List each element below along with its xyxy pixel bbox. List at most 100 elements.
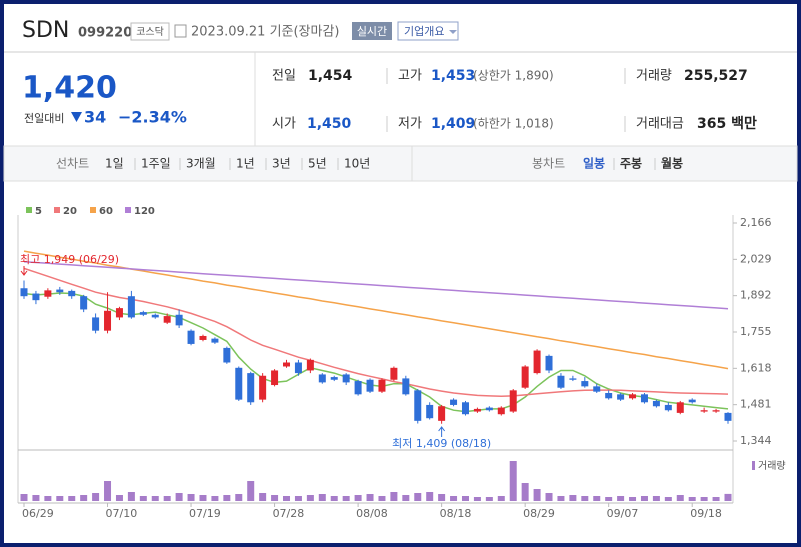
x-tick-label: 09/07: [607, 507, 639, 520]
candle-body: [473, 408, 481, 412]
high-annotation: 최고 1,949 (06/29): [20, 253, 119, 266]
legend-label: 120: [134, 206, 155, 217]
candle-body: [533, 350, 541, 374]
candle-body: [426, 404, 434, 419]
x-tick-label: 07/10: [106, 507, 138, 520]
change-pct: −2.34%: [118, 108, 187, 127]
period-tab[interactable]: 월봉: [661, 156, 683, 171]
period-tab[interactable]: 1년: [236, 157, 255, 171]
line-chart-label: 선차트: [56, 157, 89, 171]
volume-bar: [247, 481, 255, 501]
moving-average-line: [23, 250, 729, 370]
candle-body: [450, 399, 458, 405]
period-tab[interactable]: 3년: [272, 157, 291, 171]
volume-bar: [306, 495, 314, 501]
candle-body: [366, 379, 374, 392]
period-tab[interactable]: 일봉: [583, 157, 605, 171]
item-extra: (상한가 1,890): [473, 69, 554, 83]
legend-label: 60: [99, 206, 113, 217]
market-badge: [130, 22, 170, 41]
candle-body: [509, 390, 517, 412]
volume-bar: [223, 495, 231, 501]
volume-bar: [342, 496, 350, 501]
y-tick-label: 2,029: [740, 252, 772, 265]
volume-bar: [175, 493, 183, 501]
volume-bar: [521, 483, 529, 501]
realtime[interactable]: 실시간: [357, 25, 387, 38]
volume-bar: [676, 495, 684, 501]
volume-bar: [414, 493, 422, 501]
stock-code: 099220: [78, 26, 132, 41]
volume-bar: [712, 497, 720, 501]
volume-bar: [187, 494, 195, 501]
period-tab[interactable]: 1주일: [141, 157, 171, 171]
volume-bar: [80, 495, 88, 501]
volume-legend-label: 거래량: [758, 460, 786, 472]
period-tab[interactable]: 10년: [344, 157, 370, 171]
volume-bar: [724, 493, 732, 501]
item-value: 1,454: [308, 68, 353, 84]
candle-body: [175, 314, 183, 326]
candle-body: [92, 317, 100, 331]
period-tab[interactable]: 5년: [308, 157, 327, 171]
volume-bar: [688, 497, 696, 501]
item-label: 시가: [272, 117, 296, 132]
candle-body: [104, 310, 112, 331]
volume-bar: [629, 497, 637, 501]
candle-body: [211, 338, 219, 343]
realtime-button[interactable]: [352, 22, 392, 40]
candle-body: [306, 359, 314, 371]
y-tick-label: 2,166: [740, 216, 772, 229]
date: 2023.09.21 기준(장마감): [191, 25, 340, 40]
volume-bar: [294, 496, 302, 501]
stock-name: SDN: [22, 18, 69, 43]
company-info[interactable]: 기업개요: [404, 25, 444, 38]
moving-average-line: [23, 260, 729, 310]
period-tab[interactable]: 3개월: [186, 157, 216, 171]
candle-body: [545, 355, 553, 371]
candle-body: [247, 373, 255, 403]
volume-bar: [104, 481, 112, 501]
volume-bar: [473, 497, 481, 501]
y-tick-label: 1,892: [740, 289, 772, 302]
x-tick-label: 07/28: [273, 507, 305, 520]
volume-bar: [366, 494, 374, 501]
candle-body: [724, 412, 732, 421]
volume-bar: [438, 494, 446, 501]
item-value: 365 백만: [697, 116, 757, 132]
change-label: 전일대비: [24, 111, 64, 125]
candle-body: [402, 378, 410, 395]
volume-bar: [485, 497, 493, 501]
volume-bar: [450, 496, 458, 501]
volume-bar: [318, 494, 326, 501]
x-tick-label: 06/29: [22, 507, 54, 520]
volume-bar: [139, 496, 147, 501]
volume-bar: [68, 496, 76, 501]
y-tick-label: 1,481: [740, 398, 772, 411]
company-info-button[interactable]: [397, 21, 459, 41]
candle-body: [521, 366, 529, 388]
legend-label: 5: [35, 206, 42, 217]
down-arrow: [71, 112, 82, 122]
item-value: 1,453: [431, 68, 475, 84]
candle-body: [68, 290, 76, 297]
candle-body: [378, 379, 386, 392]
candle-body: [187, 330, 195, 344]
volume-bar: [402, 495, 410, 501]
legend-swatch: [54, 207, 60, 213]
volume-bar: [32, 495, 40, 501]
volume-bar: [664, 497, 672, 501]
chart: 2,166 2,029 1,892 1,755 1,618 1,481 1,344 06/29…: [20, 206, 786, 520]
volume-bar: [92, 493, 100, 501]
candle-body: [354, 381, 362, 395]
candle-body: [259, 375, 267, 400]
low-annotation: 최저 1,409 (08/18): [392, 437, 491, 450]
candle-body: [557, 375, 565, 388]
volume-bar: [283, 496, 291, 501]
volume-bar: [259, 493, 267, 501]
candle-chart-label: 봉차트: [532, 157, 565, 171]
period-tab[interactable]: 1일: [105, 157, 124, 171]
period-tab[interactable]: 주봉: [620, 157, 642, 171]
x-tick-label: 07/19: [189, 507, 221, 520]
candle-body: [330, 377, 338, 380]
